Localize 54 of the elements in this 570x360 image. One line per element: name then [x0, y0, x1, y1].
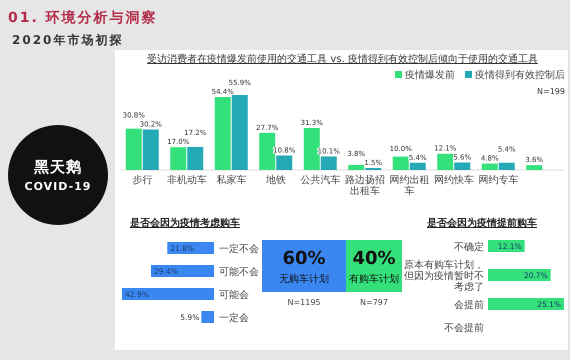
bar	[170, 147, 186, 170]
bar	[232, 95, 248, 170]
bar	[126, 128, 142, 170]
x-tick-label: 网约专车	[478, 174, 518, 186]
x-tick-label: 网约出租车	[389, 174, 430, 197]
bar	[122, 288, 214, 300]
bar	[348, 164, 364, 170]
x-tick-label: 步行	[132, 174, 152, 186]
data-label: 60%	[282, 248, 326, 269]
y-tick-label: 不确定	[454, 241, 484, 253]
bar	[259, 132, 276, 170]
legend-label: 疫情爆发前	[405, 69, 455, 81]
bar	[392, 156, 409, 170]
bar	[187, 146, 204, 170]
category-label: 无购车计划	[279, 273, 329, 285]
text: N=1195	[287, 298, 321, 307]
y-tick-label: 不会提前	[444, 322, 484, 334]
bar	[276, 156, 292, 170]
y-tick-label: 一定不会	[219, 243, 259, 255]
bar	[142, 129, 159, 170]
text: 2020年市场初探	[12, 33, 124, 47]
y-tick-label: 会提前	[454, 299, 484, 311]
y-tick-label: 可能不会	[219, 266, 259, 278]
text: COVID-19	[24, 180, 92, 193]
x-tick-label: 非机动车	[166, 174, 207, 186]
bar	[201, 311, 214, 323]
x-tick-label: 公共汽车	[300, 174, 340, 186]
data-label: 40%	[352, 248, 396, 269]
chart-title: 是否会因为疫情考虑购车	[129, 217, 240, 229]
y-tick-label: 原本有购车计划，但因为疫情暂时不考虑了	[404, 259, 484, 293]
x-tick-label: 网约快车	[434, 174, 474, 186]
x-tick-label: 地铁	[264, 174, 286, 186]
x-tick-label: 路边扬招出租车	[344, 174, 385, 197]
y-tick-label: 一定会	[219, 312, 249, 324]
legend-label: 疫情得到有效控制后	[475, 69, 565, 81]
text: 黑天鹅	[33, 158, 82, 176]
bar	[482, 164, 498, 170]
bar	[410, 162, 426, 170]
bar	[150, 265, 214, 277]
bar	[304, 128, 320, 170]
bar	[454, 162, 470, 170]
y-tick-label: 可能会	[219, 289, 249, 301]
chart-title: 受访消费者在疫情爆发前使用的交通工具 vs. 疫情得到有效控制后倾向于使用的交通工具	[147, 53, 538, 65]
annotation: N=199	[537, 87, 565, 96]
text: 01. 环境分析与洞察	[8, 9, 158, 26]
x-tick-label: 私家车	[216, 174, 246, 186]
chart-title: 是否会因为疫情提前购车	[426, 217, 537, 229]
category-label: 有购车计划	[349, 273, 399, 285]
bar	[526, 165, 542, 170]
text: N=797	[360, 298, 388, 307]
bar	[437, 154, 454, 170]
bar	[214, 97, 231, 170]
bar	[498, 162, 515, 170]
bar	[320, 156, 337, 170]
